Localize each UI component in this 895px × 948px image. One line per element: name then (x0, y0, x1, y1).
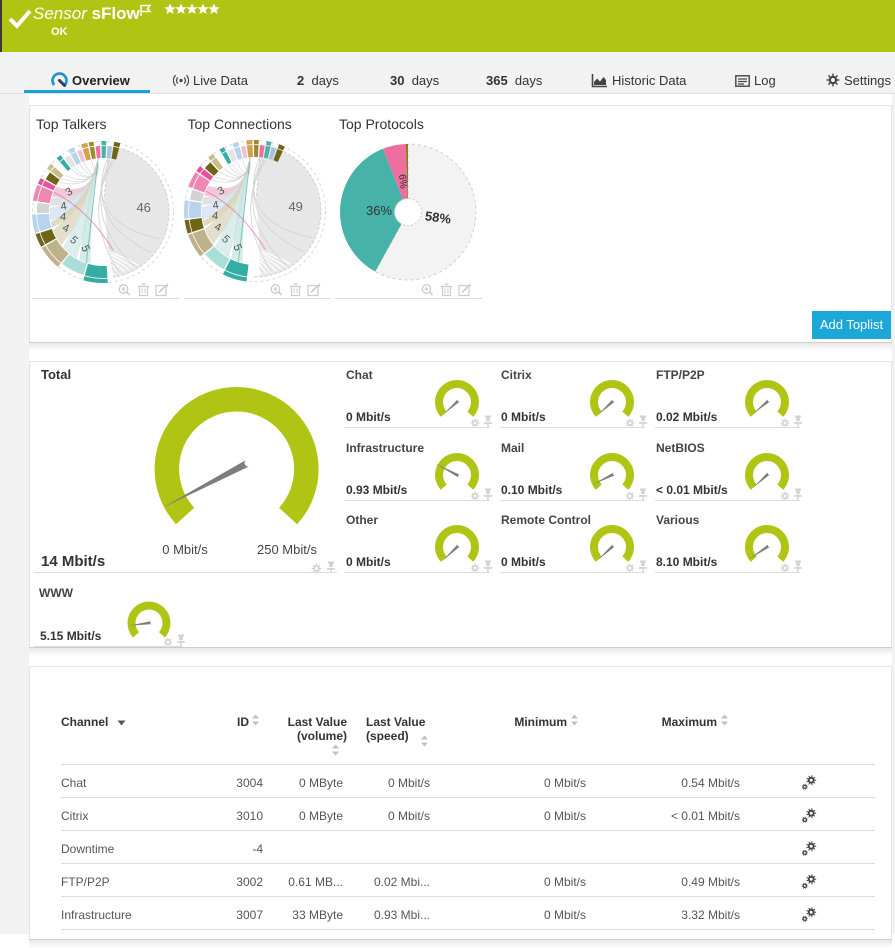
svg-text:49: 49 (288, 199, 302, 214)
svg-text:3: 3 (64, 186, 75, 199)
svg-text:3: 3 (215, 185, 226, 198)
svg-text:4: 4 (60, 200, 68, 213)
svg-text:4: 4 (211, 210, 218, 223)
svg-text:4: 4 (211, 199, 219, 212)
svg-text:4: 4 (212, 221, 222, 234)
svg-text:4: 4 (59, 211, 66, 224)
svg-text:4: 4 (61, 222, 71, 235)
svg-text:5: 5 (230, 242, 243, 253)
svg-text:5: 5 (78, 243, 91, 254)
svg-text:46: 46 (136, 200, 150, 215)
